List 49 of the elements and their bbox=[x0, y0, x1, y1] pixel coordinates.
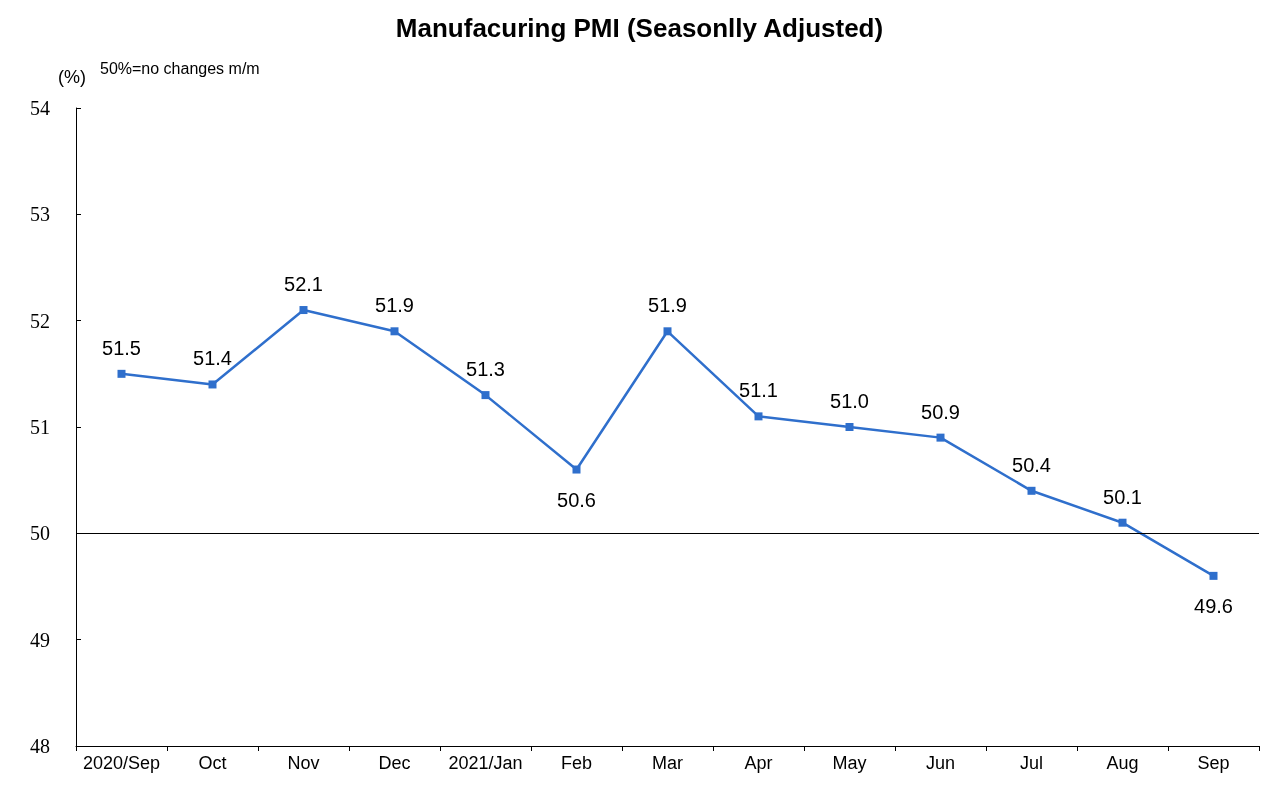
x-tick-label: Jun bbox=[925, 753, 956, 773]
data-label: 51.1 bbox=[739, 379, 778, 402]
point bbox=[299, 306, 308, 315]
data-label: 52.1 bbox=[284, 273, 323, 296]
point bbox=[1209, 571, 1218, 580]
point bbox=[1118, 518, 1127, 527]
x-tick-label: 2021/Jan bbox=[448, 753, 523, 773]
text: 50%=no changes m/m bbox=[100, 59, 260, 77]
y-tick-label: 49 bbox=[30, 628, 50, 651]
point bbox=[845, 423, 854, 431]
y-tick-label: 52 bbox=[30, 309, 50, 332]
point bbox=[663, 327, 672, 336]
x-tick-label: Oct bbox=[198, 753, 227, 773]
y-tick-label: 48 bbox=[30, 735, 50, 757]
y-tick-label: 51 bbox=[30, 416, 50, 438]
y-axis-title: (%) bbox=[58, 67, 86, 87]
x-tick-label: Jul bbox=[1019, 753, 1044, 773]
point bbox=[208, 380, 217, 389]
x-tick-label: Mar bbox=[652, 753, 683, 773]
point bbox=[117, 369, 126, 378]
x-tick-label: Dec bbox=[378, 753, 411, 773]
y-tick-label: 53 bbox=[30, 203, 50, 226]
chart-title: Manufacuring PMI (Seasonlly Adjusted) bbox=[395, 13, 884, 43]
x-tick-label: 2020/Sep bbox=[82, 753, 161, 773]
x-tick-label: Feb bbox=[560, 753, 593, 773]
data-label: 51.3 bbox=[466, 358, 505, 381]
data-label: 51.0 bbox=[830, 390, 869, 412]
data-label: 51.5 bbox=[102, 336, 141, 359]
data-label: 50.4 bbox=[1012, 453, 1051, 476]
x-tick-label: Sep bbox=[1197, 753, 1230, 773]
data-label: 50.1 bbox=[1103, 485, 1142, 508]
point bbox=[936, 433, 945, 442]
data-label: 49.6 bbox=[1194, 594, 1233, 617]
data-label: 50.6 bbox=[557, 488, 596, 511]
point bbox=[1027, 486, 1036, 495]
point bbox=[390, 327, 399, 336]
y-tick-label: 54 bbox=[30, 97, 50, 119]
x-tick-label: Nov bbox=[287, 753, 320, 773]
data-label: 51.9 bbox=[648, 294, 687, 317]
x-tick-label: May bbox=[832, 753, 867, 773]
x-tick-label: Apr bbox=[744, 753, 773, 773]
data-label: 51.4 bbox=[193, 347, 232, 370]
y-tick-label: 50 bbox=[30, 522, 50, 545]
point bbox=[754, 412, 763, 421]
point bbox=[481, 391, 490, 400]
data-label: 51.9 bbox=[375, 294, 414, 317]
x-tick-label: Aug bbox=[1106, 753, 1139, 773]
data-label: 50.9 bbox=[921, 400, 960, 423]
point bbox=[572, 465, 581, 474]
